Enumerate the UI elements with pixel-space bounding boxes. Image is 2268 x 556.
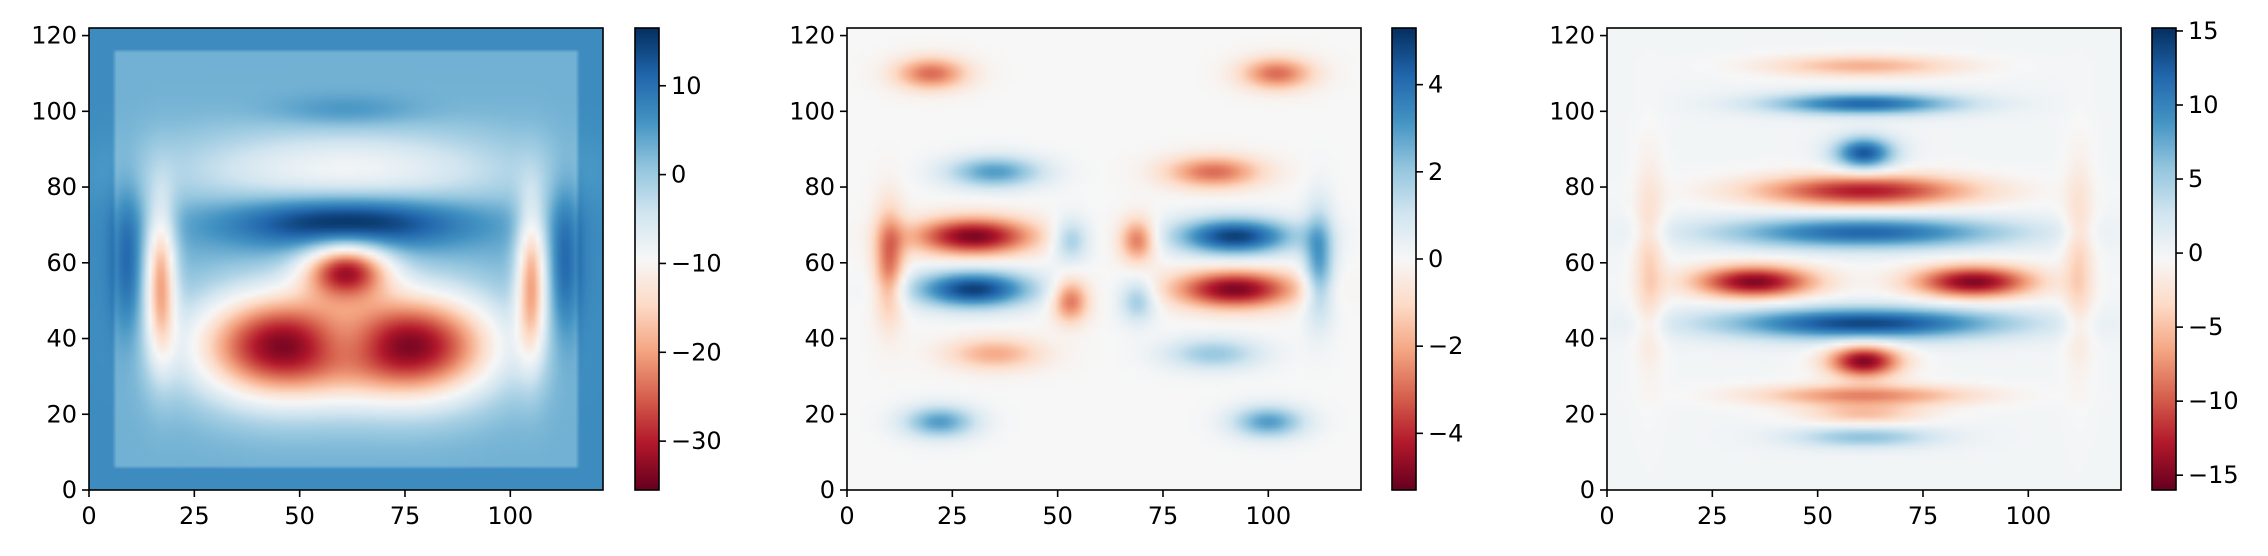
panel-1: 0 25 50 75 100 0 20 40 60 80 100 120 −30 −20 −10 0 10: [31, 22, 721, 530]
colorbar-gradient: [635, 28, 659, 490]
y-tick-label: 0: [820, 476, 835, 504]
axes-frame: [846, 27, 1362, 491]
x-tick-label: 50: [284, 502, 315, 530]
y-tick-label: 60: [804, 249, 835, 277]
x-tick-label: 0: [1599, 502, 1614, 530]
y-tick-label: 60: [46, 249, 77, 277]
colorbar-tick-label: −30: [671, 427, 722, 455]
y-tick-label: 40: [46, 325, 77, 353]
x-tick-label: 50: [1802, 502, 1833, 530]
y-tick-label: 100: [1549, 97, 1595, 125]
heatmap-image: [1607, 28, 2121, 490]
colorbar-tick-label: 2: [1428, 158, 1443, 186]
colorbar-tick-label: 10: [671, 72, 702, 100]
y-tick-label: 120: [31, 22, 77, 50]
y-tick-label: 100: [789, 97, 835, 125]
x-tick-label: 0: [839, 502, 854, 530]
colorbar-tick-label: 0: [671, 161, 686, 189]
y-tick-label: 80: [1564, 173, 1595, 201]
colorbar-frame: [634, 27, 660, 491]
colorbar-tick-label: −4: [1428, 419, 1463, 447]
y-tick-label: 80: [804, 173, 835, 201]
colorbar-tick-label: 5: [2188, 165, 2203, 193]
axes-frame: [88, 27, 604, 491]
colorbar-tick-label: 0: [1428, 245, 1443, 273]
heatmap-image: [847, 28, 1361, 490]
axes-frame: [1606, 27, 2122, 491]
colorbar-tick-label: 15: [2188, 17, 2219, 45]
y-tick-label: 120: [789, 22, 835, 50]
x-tick-label: 75: [390, 502, 421, 530]
y-tick-label: 20: [1564, 400, 1595, 428]
y-tick-label: 0: [1580, 476, 1595, 504]
colorbar-tick-label: 10: [2188, 91, 2219, 119]
colorbar-tick-label: −10: [671, 249, 722, 277]
y-tick-label: 60: [1564, 249, 1595, 277]
x-tick-label: 100: [487, 502, 533, 530]
colorbar-tick-label: −10: [2188, 387, 2239, 415]
y-tick-label: 40: [1564, 325, 1595, 353]
x-tick-label: 25: [937, 502, 968, 530]
y-tick-label: 0: [62, 476, 77, 504]
colorbar-tick-label: −20: [671, 338, 722, 366]
heatmap-image: [89, 28, 603, 490]
panel-2: 0 25 50 75 100 0 20 40 60 80 100 120 −4 −2 0 2 4: [789, 22, 1463, 530]
y-tick-label: 100: [31, 97, 77, 125]
x-tick-label: 50: [1042, 502, 1073, 530]
x-tick-label: 25: [179, 502, 210, 530]
colorbar-tick-label: 4: [1428, 71, 1443, 99]
y-tick-label: 80: [46, 173, 77, 201]
x-tick-label: 100: [2005, 502, 2051, 530]
x-tick-label: 0: [81, 502, 96, 530]
x-tick-label: 100: [1245, 502, 1291, 530]
colorbar-frame: [2151, 27, 2177, 491]
x-tick-label: 75: [1908, 502, 1939, 530]
colorbar-tick-label: 0: [2188, 239, 2203, 267]
y-tick-label: 20: [46, 400, 77, 428]
y-tick-label: 120: [1549, 22, 1595, 50]
panel-3: 0 25 50 75 100 0 20 40 60 80 100 120 −15 −10 −5 0 5 10 15: [1549, 17, 2238, 530]
y-tick-label: 20: [804, 400, 835, 428]
colorbar-tick-label: −15: [2188, 461, 2239, 489]
y-tick-label: 40: [804, 325, 835, 353]
colorbar-tick-label: −5: [2188, 313, 2223, 341]
x-tick-label: 25: [1697, 502, 1728, 530]
x-tick-label: 75: [1148, 502, 1179, 530]
colorbar-tick-label: −2: [1428, 332, 1463, 360]
colorbar-gradient: [1392, 28, 1416, 490]
colorbar-gradient: [2152, 28, 2176, 490]
